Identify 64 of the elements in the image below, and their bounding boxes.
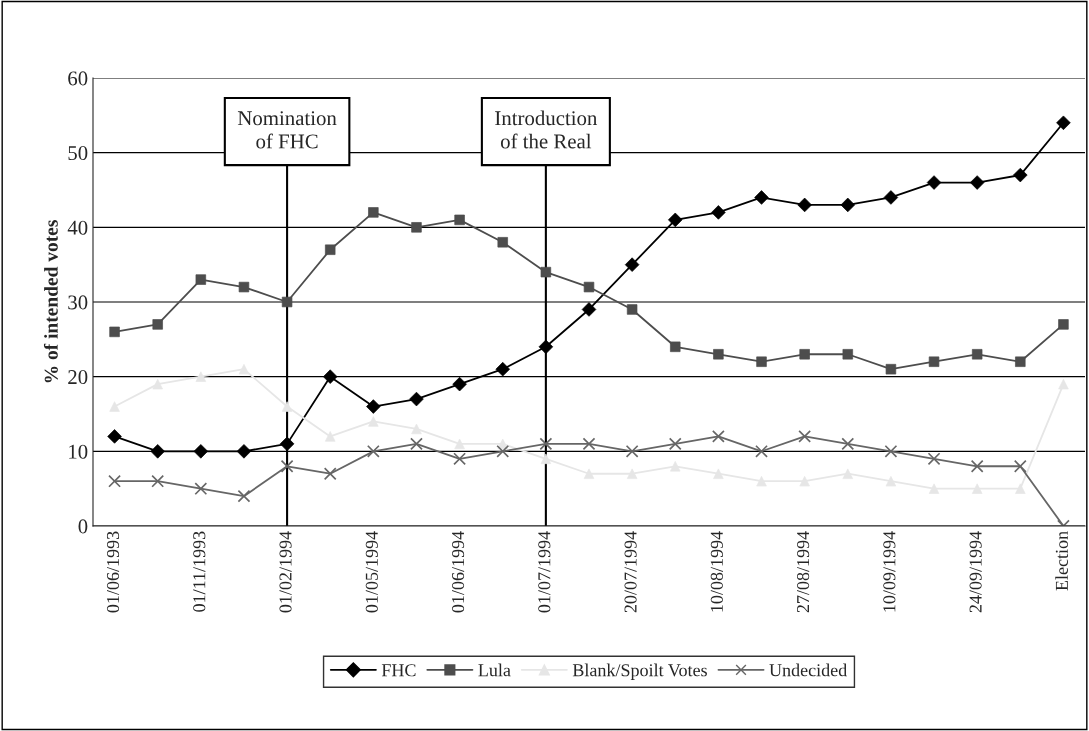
point — [928, 356, 940, 367]
point — [624, 257, 640, 272]
x-tick-label: 10/09/1994 — [883, 531, 896, 612]
x-tick-label: 10/08/1994 — [710, 531, 723, 612]
point — [108, 474, 121, 488]
point — [280, 459, 294, 473]
x-tick-label: 01/06/1993 — [106, 531, 120, 613]
legend-label: Blank/Spoilt Votes — [572, 663, 707, 680]
point — [840, 197, 856, 213]
y-tick-label: 10 — [69, 444, 88, 459]
point — [582, 437, 596, 451]
legend-label: Undecided — [769, 663, 847, 677]
point — [712, 430, 725, 443]
point — [799, 349, 810, 360]
point — [668, 437, 682, 451]
x-tick-label: 20/07/1994 — [624, 531, 637, 613]
point — [1015, 356, 1026, 367]
point — [539, 437, 553, 451]
point — [842, 468, 853, 479]
point — [497, 237, 508, 248]
point — [1015, 483, 1026, 494]
y-tick-label: 0 — [78, 519, 88, 534]
point — [194, 482, 208, 496]
point — [1013, 459, 1027, 473]
point — [842, 349, 853, 360]
point — [323, 467, 337, 481]
legend-label: Lula — [478, 663, 511, 677]
x-tick-label: 01/11/1993 — [193, 531, 206, 612]
ref-line-label: Introduction of the Real — [495, 110, 598, 149]
x-tick-label: Election — [1055, 531, 1068, 591]
x-tick-label: 01/07/1994 — [538, 531, 551, 613]
point — [366, 444, 380, 458]
point — [883, 190, 899, 205]
x-tick-label: 01/06/1994 — [451, 531, 465, 613]
x-tick-label: 27/08/1994 — [796, 531, 810, 613]
point — [755, 444, 768, 458]
point — [151, 474, 165, 488]
point — [927, 452, 941, 466]
point — [238, 281, 250, 293]
point — [237, 489, 251, 503]
y-axis-title: % of intended votes — [43, 220, 58, 383]
point — [583, 281, 595, 293]
point — [884, 444, 898, 458]
y-tick-label: 50 — [68, 146, 88, 161]
point — [841, 437, 855, 451]
point — [195, 371, 207, 382]
point — [409, 391, 424, 407]
point — [322, 369, 338, 384]
ref-line-label: Nomination of FHC — [237, 111, 337, 149]
x-tick-label: 24/09/1994 — [969, 531, 982, 613]
legend-label: FHC — [381, 664, 416, 677]
point — [453, 452, 466, 466]
point — [798, 430, 812, 443]
y-tick-label: 30 — [68, 295, 88, 310]
x-tick-label: 01/02/1994 — [279, 531, 292, 613]
point — [496, 444, 510, 458]
y-tick-label: 60 — [68, 71, 88, 86]
y-tick-label: 20 — [68, 370, 88, 385]
point — [625, 444, 639, 458]
point — [410, 437, 423, 451]
point — [797, 197, 812, 213]
y-tick-label: 40 — [67, 220, 88, 235]
x-tick-label: 01/05/1994 — [365, 531, 378, 613]
point — [970, 459, 984, 473]
